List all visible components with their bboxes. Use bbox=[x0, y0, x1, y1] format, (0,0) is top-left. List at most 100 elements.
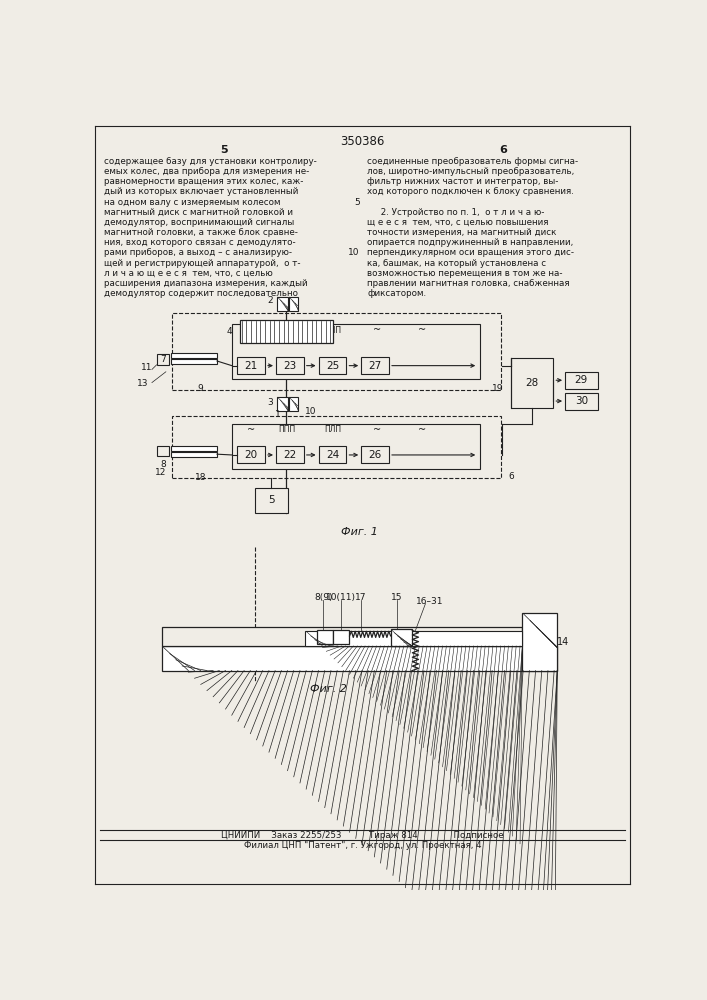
Text: ΠΠΠ: ΠΠΠ bbox=[278, 425, 296, 434]
Bar bbox=[232, 324, 480, 379]
Text: дый из которых включает установленный: дый из которых включает установленный bbox=[104, 187, 298, 196]
Text: 8(9): 8(9) bbox=[314, 593, 332, 602]
Text: 19: 19 bbox=[492, 384, 503, 393]
Text: 3: 3 bbox=[267, 398, 273, 407]
Text: 14: 14 bbox=[556, 637, 569, 647]
Text: 16–31: 16–31 bbox=[416, 597, 443, 606]
Text: ЦНИИПИ    Заказ 2255/253          Тираж 814             Подписное: ЦНИИПИ Заказ 2255/253 Тираж 814 Подписно… bbox=[221, 831, 504, 840]
Bar bbox=[361, 357, 389, 374]
Text: щ е е с я  тем, что, с целью повышения: щ е е с я тем, что, с целью повышения bbox=[368, 218, 549, 227]
Text: ~: ~ bbox=[418, 325, 426, 335]
Text: равномерности вращения этих колес, каж-: равномерности вращения этих колес, каж- bbox=[104, 177, 303, 186]
Text: ка, башмак, на который установлена с: ка, башмак, на который установлена с bbox=[368, 259, 547, 268]
Bar bbox=[319, 446, 346, 463]
Text: Фиг. 2: Фиг. 2 bbox=[310, 684, 347, 694]
Text: ~: ~ bbox=[418, 425, 426, 435]
Text: на одном валу с измеряемым колесом: на одном валу с измеряемым колесом bbox=[104, 198, 281, 207]
Bar bbox=[162, 627, 522, 646]
Bar bbox=[319, 357, 346, 374]
Bar bbox=[172, 312, 501, 389]
Text: 21: 21 bbox=[245, 361, 258, 371]
Text: 8: 8 bbox=[160, 460, 166, 469]
Bar bbox=[276, 446, 304, 463]
Text: 18: 18 bbox=[195, 473, 206, 482]
Text: 30: 30 bbox=[575, 396, 588, 406]
Text: 9: 9 bbox=[198, 384, 204, 393]
Text: 350386: 350386 bbox=[340, 135, 384, 148]
Bar bbox=[170, 359, 217, 364]
Bar bbox=[255, 488, 288, 513]
Text: опирается подпружиненный в направлении,: опирается подпружиненный в направлении, bbox=[368, 238, 573, 247]
Text: правлении магнитная головка, снабженная: правлении магнитная головка, снабженная bbox=[368, 279, 570, 288]
Text: 24: 24 bbox=[326, 450, 339, 460]
Text: 2. Устройство по п. 1,  о т л и ч а ю-: 2. Устройство по п. 1, о т л и ч а ю- bbox=[368, 208, 545, 217]
Text: л и ч а ю щ е е с я  тем, что, с целью: л и ч а ю щ е е с я тем, что, с целью bbox=[104, 269, 273, 278]
Bar bbox=[565, 372, 597, 389]
Bar bbox=[277, 297, 288, 311]
Bar bbox=[276, 357, 304, 374]
Text: возможностью перемещения в том же на-: возможностью перемещения в том же на- bbox=[368, 269, 563, 278]
Bar bbox=[277, 397, 288, 411]
Text: фильтр нижних частот и интегратор, вы-: фильтр нижних частот и интегратор, вы- bbox=[368, 177, 559, 186]
Text: 17: 17 bbox=[356, 593, 367, 602]
Text: ~: ~ bbox=[247, 425, 255, 435]
Text: 23: 23 bbox=[284, 361, 296, 371]
Text: 6: 6 bbox=[508, 472, 513, 481]
Text: ПЛП: ПЛП bbox=[325, 425, 342, 434]
Text: 7: 7 bbox=[160, 355, 165, 364]
Bar bbox=[172, 416, 501, 478]
Text: 15: 15 bbox=[391, 593, 402, 602]
Text: ΠΠΠ: ΠΠΠ bbox=[278, 326, 296, 335]
Text: 12: 12 bbox=[155, 468, 166, 477]
Bar bbox=[522, 613, 557, 671]
Text: 1: 1 bbox=[275, 410, 281, 419]
Text: 25: 25 bbox=[326, 361, 339, 371]
Text: 27: 27 bbox=[368, 361, 382, 371]
Text: ~: ~ bbox=[247, 325, 255, 335]
Text: 2: 2 bbox=[267, 296, 273, 305]
Text: перпендикулярном оси вращения этого дис-: перпендикулярном оси вращения этого дис- bbox=[368, 248, 574, 257]
Bar bbox=[289, 397, 298, 411]
Text: демодулятор содержит последовательно: демодулятор содержит последовательно bbox=[104, 289, 298, 298]
Bar bbox=[170, 452, 217, 457]
Text: фиксатором.: фиксатором. bbox=[368, 289, 426, 298]
Bar bbox=[162, 646, 557, 671]
Text: 10: 10 bbox=[348, 248, 360, 257]
Bar bbox=[391, 629, 412, 646]
Text: 20: 20 bbox=[245, 450, 257, 460]
Bar bbox=[305, 631, 522, 646]
Bar bbox=[510, 358, 554, 408]
Text: 29: 29 bbox=[575, 375, 588, 385]
Text: 13: 13 bbox=[137, 379, 149, 388]
Text: ния, вход которого связан с демодулято-: ния, вход которого связан с демодулято- bbox=[104, 238, 296, 247]
Text: 5: 5 bbox=[268, 495, 274, 505]
Text: магнитной головки, а также блок сравне-: магнитной головки, а также блок сравне- bbox=[104, 228, 298, 237]
Text: 5: 5 bbox=[354, 198, 360, 207]
Bar bbox=[289, 297, 298, 311]
Bar bbox=[317, 630, 332, 644]
Text: лов, широтно-импульсный преобразователь,: лов, широтно-импульсный преобразователь, bbox=[368, 167, 575, 176]
Text: щей и регистрирующей аппаратурой,  о т-: щей и регистрирующей аппаратурой, о т- bbox=[104, 259, 300, 268]
Text: демодулятор, воспринимающий сигналы: демодулятор, воспринимающий сигналы bbox=[104, 218, 294, 227]
Bar bbox=[240, 320, 332, 343]
Text: 4: 4 bbox=[226, 327, 232, 336]
Text: Филиал ЦНП "Патент", г. Ужгород, ул. Проектная, 4: Филиал ЦНП "Патент", г. Ужгород, ул. Про… bbox=[244, 841, 481, 850]
Text: магнитный диск с магнитной головкой и: магнитный диск с магнитной головкой и bbox=[104, 208, 293, 217]
Text: ~: ~ bbox=[373, 425, 381, 435]
Bar bbox=[237, 357, 265, 374]
Bar bbox=[232, 424, 480, 469]
Text: Фиг. 1: Фиг. 1 bbox=[341, 527, 378, 537]
Text: 6: 6 bbox=[499, 145, 507, 155]
Bar bbox=[565, 393, 597, 410]
Bar bbox=[170, 353, 217, 358]
Text: ход которого подключен к блоку сравнения.: ход которого подключен к блоку сравнения… bbox=[368, 187, 574, 196]
Text: соединенные преобразователь формы сигна-: соединенные преобразователь формы сигна- bbox=[368, 157, 578, 166]
Bar bbox=[237, 446, 265, 463]
Text: 26: 26 bbox=[368, 450, 382, 460]
Text: точности измерения, на магнитный диск: точности измерения, на магнитный диск bbox=[368, 228, 556, 237]
Text: емых колес, два прибора для измерения не-: емых колес, два прибора для измерения не… bbox=[104, 167, 309, 176]
Text: 22: 22 bbox=[284, 450, 296, 460]
Bar bbox=[361, 446, 389, 463]
Bar bbox=[156, 446, 169, 456]
Bar bbox=[333, 630, 349, 644]
